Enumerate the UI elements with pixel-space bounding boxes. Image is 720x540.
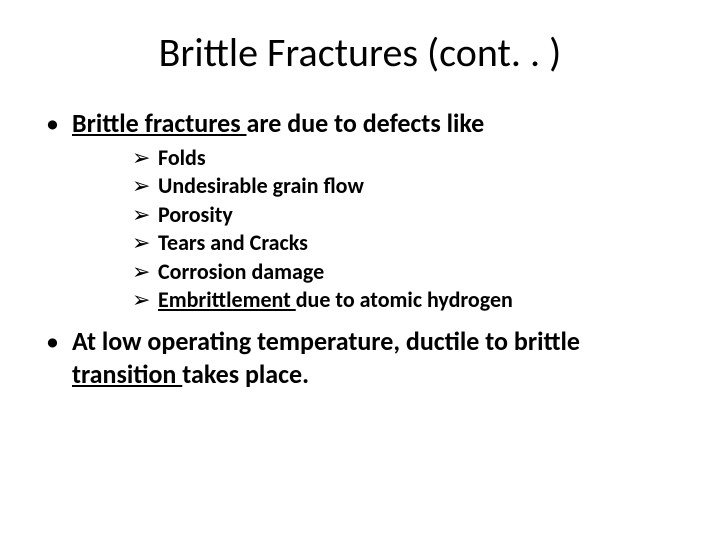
sub-item: Tears and Cracks bbox=[132, 229, 680, 258]
sub-item-embrittlement: Embrittlement due to atomic hydrogen bbox=[132, 286, 680, 315]
bullet-item-2-underline: transition bbox=[72, 358, 182, 390]
bullet-item-1-underline: Brittle fractures bbox=[72, 107, 246, 139]
slide-title: Brittle Fractures (cont. . ) bbox=[40, 28, 680, 77]
bullet-item-2-pre: At low operating temperature, ductile to… bbox=[72, 325, 580, 357]
bullet-item-2-post: takes place. bbox=[182, 358, 309, 390]
sub-item-underline: Embrittlement bbox=[158, 286, 296, 313]
bullet-list-level1: Brittle fractures are due to defects lik… bbox=[40, 107, 680, 390]
bullet-list-level2: Folds Undesirable grain flow Porosity Te… bbox=[72, 144, 680, 316]
sub-item: Porosity bbox=[132, 201, 680, 230]
sub-item: Undesirable grain flow bbox=[132, 172, 680, 201]
bullet-item-2: At low operating temperature, ductile to… bbox=[40, 325, 680, 390]
bullet-item-1-post: are due to defects like bbox=[246, 107, 484, 139]
bullet-item-1: Brittle fractures are due to defects lik… bbox=[40, 107, 680, 315]
sub-item-rest: due to atomic hydrogen bbox=[296, 286, 513, 313]
slide: Brittle Fractures (cont. . ) Brittle fra… bbox=[0, 0, 720, 540]
sub-item: Corrosion damage bbox=[132, 258, 680, 287]
sub-item: Folds bbox=[132, 144, 680, 173]
